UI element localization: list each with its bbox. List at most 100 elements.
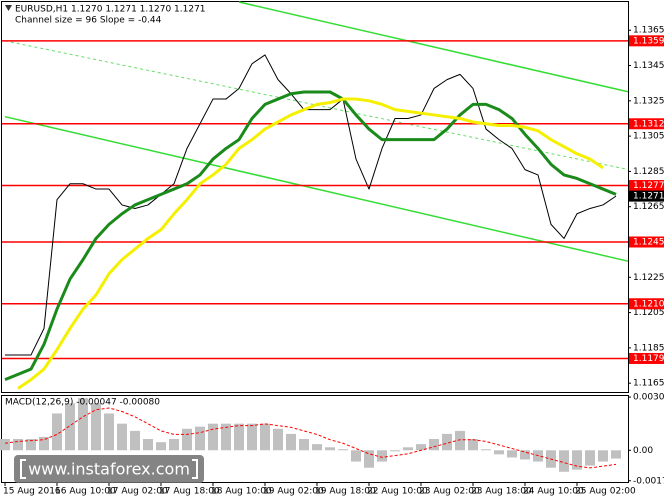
x-tick-label: 23 Aug 18:00 bbox=[471, 487, 532, 497]
level-label: 1.1277 bbox=[633, 181, 664, 191]
title-icon bbox=[5, 5, 12, 11]
y-tick-label: -0.00173 bbox=[633, 476, 664, 486]
macd-bar bbox=[299, 439, 309, 451]
last-price-box bbox=[629, 190, 664, 202]
macd-bar bbox=[598, 450, 608, 462]
macd-bar bbox=[416, 444, 426, 451]
level-label-box bbox=[629, 118, 664, 130]
level-label-box bbox=[629, 180, 664, 192]
macd-bar bbox=[572, 450, 582, 470]
price-series-line bbox=[5, 54, 617, 356]
x-tick-label: 15 Aug 2016 bbox=[3, 487, 61, 497]
macd-bar bbox=[117, 423, 127, 451]
x-tick-label: 25 Aug 02:00 bbox=[575, 487, 636, 497]
macd-bar bbox=[507, 450, 517, 458]
macd-bar bbox=[169, 439, 179, 451]
last-price-label: 1.1271 bbox=[633, 192, 664, 202]
macd-bar bbox=[325, 447, 335, 451]
y-tick-label: 1.1365 bbox=[633, 26, 664, 36]
x-tick-label: 19 Aug 18:00 bbox=[315, 487, 376, 497]
macd-bar bbox=[195, 426, 205, 451]
macd-bar bbox=[0, 439, 10, 451]
y-tick-label: 1.1165 bbox=[633, 379, 664, 389]
channel-line bbox=[238, 1, 629, 93]
macd-bar bbox=[429, 439, 439, 451]
macd-title: MACD(12,26,9) -0.00047 -0.00080 bbox=[5, 398, 160, 408]
level-label-box bbox=[629, 236, 664, 248]
macd-bar bbox=[468, 439, 478, 451]
level-label: 1.1359 bbox=[633, 36, 664, 46]
level-label: 1.1179 bbox=[633, 354, 664, 364]
macd-bar bbox=[403, 447, 413, 451]
macd-bar bbox=[234, 423, 244, 451]
level-label-box bbox=[629, 35, 664, 47]
watermark-text: www.instaforex.com bbox=[28, 460, 190, 479]
macd-bar bbox=[286, 433, 296, 451]
y-tick-label: 1.1185 bbox=[633, 343, 664, 353]
macd-bar bbox=[65, 403, 75, 451]
watermark-brackets bbox=[20, 459, 198, 479]
y-tick-label: 1.1345 bbox=[633, 61, 664, 71]
macd-bar bbox=[130, 430, 140, 451]
macd-bar bbox=[78, 398, 88, 451]
macd-bar bbox=[273, 428, 283, 451]
y-tick-label: 1.1205 bbox=[633, 308, 664, 318]
macd-bar bbox=[182, 428, 192, 451]
watermark: www.instaforex.com bbox=[14, 455, 204, 483]
macd-bar bbox=[338, 449, 348, 451]
x-tick-label: 24 Aug 10:00 bbox=[523, 487, 584, 497]
x-tick-label: 17 Aug 18:00 bbox=[159, 487, 220, 497]
macd-bar bbox=[143, 439, 153, 451]
macd-bar bbox=[52, 413, 62, 451]
price-frame bbox=[1, 1, 629, 393]
x-tick-label: 16 Aug 10:00 bbox=[55, 487, 116, 497]
y-tick-label: 1.1225 bbox=[633, 273, 664, 283]
y-tick-label: 1.1325 bbox=[633, 96, 664, 106]
macd-bar bbox=[247, 423, 257, 451]
macd-bar bbox=[156, 442, 166, 451]
macd-bar bbox=[559, 450, 569, 472]
price-series-line bbox=[4, 90, 617, 382]
level-label: 1.1245 bbox=[633, 238, 664, 248]
x-tick-label: 17 Aug 02:00 bbox=[107, 487, 168, 497]
x-tick-label: 23 Aug 02:00 bbox=[419, 487, 480, 497]
macd-bar bbox=[520, 450, 530, 460]
x-tick-label: 22 Aug 10:00 bbox=[367, 487, 428, 497]
macd-bar bbox=[312, 444, 322, 451]
macd-bar bbox=[377, 450, 387, 462]
macd-bar bbox=[390, 450, 400, 452]
level-label-box bbox=[629, 298, 664, 310]
macd-bar bbox=[351, 450, 361, 462]
y-tick-label: 0.00 bbox=[633, 446, 653, 456]
macd-bar bbox=[455, 430, 465, 451]
x-tick-label: 19 Aug 02:00 bbox=[263, 487, 324, 497]
macd-bar bbox=[13, 439, 23, 451]
macd-bar bbox=[442, 433, 452, 451]
macd-bar bbox=[26, 439, 36, 451]
macd-bar bbox=[364, 450, 374, 468]
macd-bar bbox=[481, 449, 491, 451]
macd-bar bbox=[39, 436, 49, 451]
level-label: 1.1312 bbox=[633, 119, 664, 129]
macd-bar bbox=[611, 450, 621, 459]
price-series-line bbox=[17, 97, 604, 390]
watermark-box bbox=[14, 455, 204, 483]
chart-title: EURUSD,H1 1.1270 1.1271 1.1270 1.1271 bbox=[15, 5, 206, 15]
macd-bar bbox=[494, 450, 504, 455]
level-label: 1.1210 bbox=[633, 299, 664, 309]
signal-line bbox=[4, 407, 617, 469]
macd-bar bbox=[221, 423, 231, 451]
channel-line bbox=[4, 115, 629, 262]
macd-bar bbox=[104, 413, 114, 451]
y-tick-label: 1.1285 bbox=[633, 167, 664, 177]
macd-bar bbox=[91, 403, 101, 451]
y-tick-label: 1.1305 bbox=[633, 132, 664, 142]
macd-bar bbox=[208, 423, 218, 451]
y-tick-label: 1.1265 bbox=[633, 202, 664, 212]
level-label-box bbox=[629, 352, 664, 364]
macd-bar bbox=[260, 423, 270, 451]
chart-subtitle: Channel size = 96 Slope = -0.44 bbox=[15, 16, 162, 26]
